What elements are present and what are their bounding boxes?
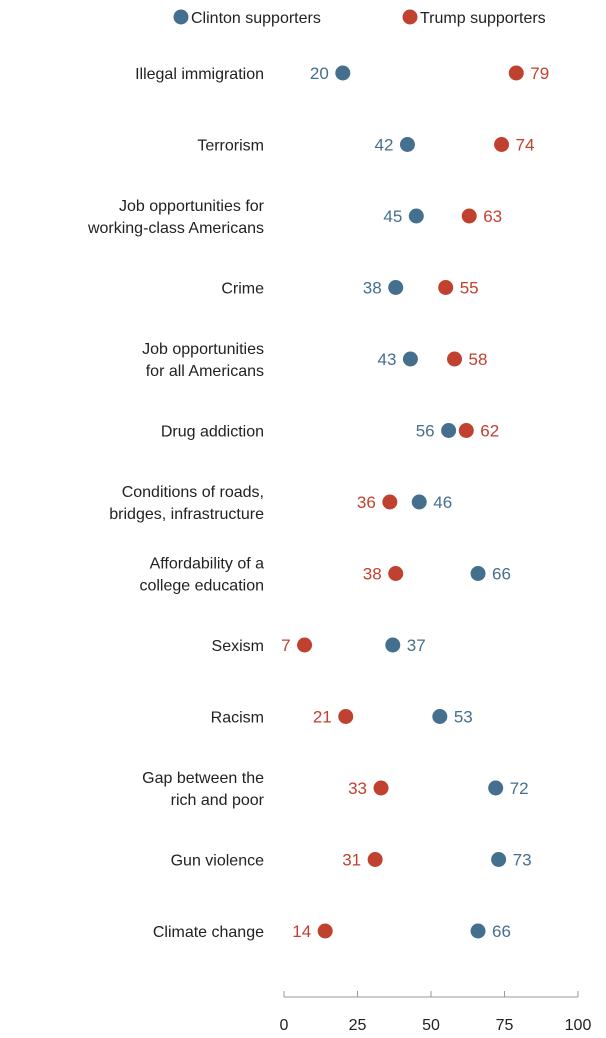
trump-value-label: 21 xyxy=(313,708,332,727)
trump-dot xyxy=(508,65,524,81)
trump-dot xyxy=(447,351,463,367)
category-row: Sexism 37 7 xyxy=(212,636,426,655)
trump-dot xyxy=(338,709,354,724)
legend-marker-trump xyxy=(402,9,418,25)
clinton-value-label: 46 xyxy=(433,493,452,512)
category-row: Climate change 66 14 xyxy=(153,922,511,941)
category-row: Job opportunities for all Americans 43 58 xyxy=(142,341,487,380)
clinton-dot xyxy=(470,566,486,581)
trump-value-label: 74 xyxy=(516,136,535,155)
x-axis: 0 25 50 75 100 xyxy=(280,991,592,1034)
legend-label-clinton: Clinton supporters xyxy=(191,10,321,27)
clinton-dot xyxy=(388,280,404,295)
category-label: Gap between the rich and poor xyxy=(142,770,265,809)
clinton-dot xyxy=(408,208,424,224)
category-row: Gap between the rich and poor 72 33 xyxy=(142,770,528,809)
clinton-value-label: 56 xyxy=(416,422,435,441)
clinton-dot xyxy=(385,637,401,653)
x-tick-label: 50 xyxy=(422,1017,440,1034)
clinton-dot xyxy=(488,780,504,796)
clinton-dot xyxy=(432,709,448,724)
x-tick-label: 25 xyxy=(349,1017,367,1034)
category-label: Conditions of roads, bridges, infrastruct… xyxy=(109,484,264,523)
category-row: Job opportunities for working-class Ameri… xyxy=(87,198,502,237)
clinton-value-label: 72 xyxy=(510,779,529,798)
clinton-value-label: 66 xyxy=(492,565,511,584)
x-tick-label: 100 xyxy=(565,1017,592,1034)
trump-dot xyxy=(494,137,510,152)
trump-value-label: 58 xyxy=(469,350,488,369)
clinton-value-label: 42 xyxy=(375,136,394,155)
clinton-value-label: 66 xyxy=(492,922,511,941)
chart-rows: Illegal immigration 20 79 Terrorism 42 74 Job … xyxy=(87,64,549,941)
trump-value-label: 62 xyxy=(480,422,499,441)
clinton-dot xyxy=(411,494,427,510)
category-row: Drug addiction 56 62 xyxy=(161,422,499,441)
trump-value-label: 7 xyxy=(281,636,290,655)
category-label: Terrorism xyxy=(197,138,264,155)
trump-dot xyxy=(382,494,398,510)
x-tick-label: 75 xyxy=(496,1017,514,1034)
trump-value-label: 63 xyxy=(483,207,502,226)
category-label: Sexism xyxy=(212,638,264,655)
category-row: Crime 38 55 xyxy=(221,279,478,298)
clinton-dot xyxy=(491,852,507,867)
clinton-value-label: 45 xyxy=(383,207,402,226)
trump-value-label: 31 xyxy=(342,851,361,870)
trump-dot xyxy=(438,280,454,295)
clinton-value-label: 20 xyxy=(310,64,329,83)
legend-label-trump: Trump supporters xyxy=(420,10,546,27)
clinton-dot xyxy=(441,423,457,438)
category-row: Affordability of a college education 66 38 xyxy=(139,556,511,595)
trump-dot xyxy=(458,423,474,438)
clinton-dot xyxy=(470,923,486,939)
category-row: Conditions of roads, bridges, infrastruct… xyxy=(109,484,452,523)
trump-dot xyxy=(461,208,477,224)
category-row: Illegal immigration 20 79 xyxy=(135,64,549,83)
trump-dot xyxy=(367,852,383,867)
category-label: Crime xyxy=(221,281,264,298)
category-label: Job opportunities for working-class Ameri… xyxy=(87,198,265,237)
clinton-value-label: 73 xyxy=(513,851,532,870)
legend: Clinton supporters Trump supporters xyxy=(173,9,546,27)
clinton-value-label: 43 xyxy=(377,350,396,369)
category-label: Job opportunities for all Americans xyxy=(142,341,264,380)
trump-dot xyxy=(317,923,333,939)
clinton-dot xyxy=(399,137,415,152)
category-label: Drug addiction xyxy=(161,424,264,441)
clinton-value-label: 53 xyxy=(454,708,473,727)
category-label: Gun violence xyxy=(171,853,264,870)
trump-value-label: 36 xyxy=(357,493,376,512)
trump-value-label: 33 xyxy=(348,779,367,798)
category-label: Illegal immigration xyxy=(135,66,264,83)
trump-value-label: 55 xyxy=(460,279,479,298)
category-label: Climate change xyxy=(153,924,264,941)
clinton-dot xyxy=(402,351,418,367)
trump-value-label: 14 xyxy=(292,922,311,941)
category-row: Gun violence 73 31 xyxy=(171,851,532,870)
trump-dot xyxy=(297,637,313,653)
x-tick-label: 0 xyxy=(280,1017,289,1034)
trump-value-label: 38 xyxy=(363,565,382,584)
clinton-value-label: 37 xyxy=(407,636,426,655)
trump-dot xyxy=(373,780,389,796)
category-label: Affordability of a college education xyxy=(139,556,264,595)
category-row: Racism 53 21 xyxy=(211,708,473,727)
trump-value-label: 79 xyxy=(530,64,549,83)
trump-dot xyxy=(388,566,404,581)
clinton-dot xyxy=(335,65,351,81)
clinton-value-label: 38 xyxy=(363,279,382,298)
legend-marker-clinton xyxy=(173,9,189,25)
category-label: Racism xyxy=(211,710,264,727)
category-row: Terrorism 42 74 xyxy=(197,136,534,155)
